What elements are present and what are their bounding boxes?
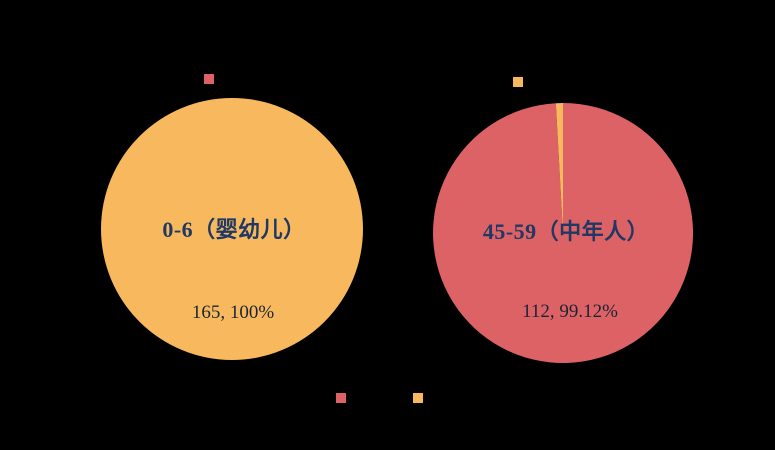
pie-chart-left [101,98,363,360]
left-pie-data-label: 165, 100% [191,302,275,323]
pie-chart-right [433,103,693,363]
bottom-legend-marker-red [336,393,346,403]
bottom-legend-marker-orange [413,393,423,403]
right-chart-legend-marker [513,77,523,87]
left-chart-legend-marker [204,74,214,84]
pie-slice [101,98,363,360]
pie-slice [555,103,563,233]
right-pie-data-label: 112, 99.12% [522,301,618,322]
right-pie-category-label: 45-59（中年人） [482,219,650,244]
pie-slice [433,103,693,363]
left-pie-category-label: 0-6（婴幼儿） [162,217,306,242]
